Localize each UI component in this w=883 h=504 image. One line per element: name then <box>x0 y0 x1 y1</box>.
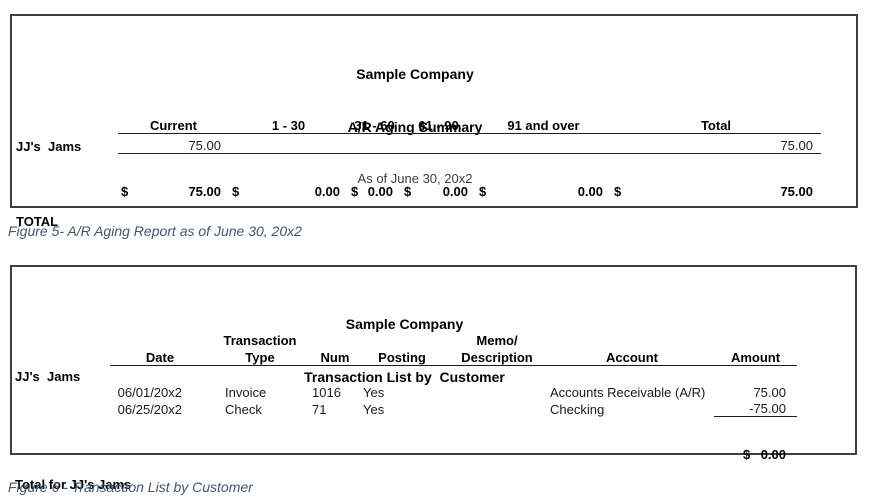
col-header-61-90: 61 - 90 <box>401 113 476 134</box>
transaction-list-panel: Sample Company Transaction List by Custo… <box>10 265 857 492</box>
transaction-header-row: Date Type Num Posting Description Accoun… <box>12 348 797 366</box>
figure5-caption: Figure 5- A/R Aging Report as of June 30… <box>8 223 302 239</box>
cell-posting: Yes <box>363 401 385 417</box>
total-total-cell: $75.00 <box>611 154 821 230</box>
cell-account: Accounts Receivable (A/R) <box>550 385 706 400</box>
customer-total-label: Total for JJ's Jams <box>15 477 132 492</box>
dollar-sign: $ <box>743 447 751 462</box>
dollar-sign: $ <box>404 184 412 199</box>
total-current-value: 75.00 <box>188 184 221 199</box>
transaction-row: 06/25/20x2 Check 71 Yes Checking -75.00 <box>12 400 797 417</box>
dollar-sign: $ <box>614 184 622 199</box>
col-header-amount: Amount <box>714 348 797 366</box>
total-31-60-value: 0.00 <box>367 184 393 199</box>
col-group-memo: Memo/ <box>476 333 518 348</box>
cell-memo <box>444 384 550 400</box>
cell-memo <box>444 400 550 417</box>
dollar-sign: $ <box>232 184 240 199</box>
col-header-type: Type <box>210 348 310 366</box>
total-91-over-cell: $0.00 <box>476 154 611 230</box>
cell-1-30-amount <box>229 133 348 154</box>
report2-header: Sample Company Transaction List by Custo… <box>12 280 855 421</box>
report1-company-name: Sample Company <box>356 66 474 82</box>
figure6-caption: Figure 6 - Transaction List by Customer <box>8 479 253 495</box>
total-total-value: 75.00 <box>780 184 813 199</box>
cell-account: Checking <box>550 401 605 417</box>
report2-title: Transaction List by Customer <box>304 368 505 385</box>
corner-cell <box>12 348 110 366</box>
transaction-group-header-row: Transaction Memo/ <box>12 332 797 348</box>
cell-31-60-amount <box>348 133 401 154</box>
col-header-date: Date <box>110 348 210 366</box>
cell-date: 06/01/20x2 <box>117 385 182 400</box>
total-61-90-cell: $0.00 <box>401 154 476 230</box>
customer-total-value: 0.00 <box>760 447 786 462</box>
report1-date-line: As of June 30, 20x2 <box>357 171 473 186</box>
transaction-row: 06/01/20x2 Invoice 1016 Yes Accounts Rec… <box>12 384 797 400</box>
dollar-sign: $ <box>121 184 129 199</box>
ar-aging-customer-row: JJ's Jams 75.00 75.00 <box>13 133 821 154</box>
col-header-posting: Posting <box>360 348 444 366</box>
customer-total-row: Total for JJ's Jams $0.00 <box>12 417 797 493</box>
dollar-sign: $ <box>351 184 359 199</box>
cell-num: 1016 <box>312 385 341 400</box>
cell-date: 06/25/20x2 <box>117 401 182 417</box>
cell-amount: 75.00 <box>753 385 786 400</box>
cell-current-amount: 75.00 <box>118 133 229 154</box>
total-1-30-value: 0.00 <box>314 184 340 199</box>
cell-num: 71 <box>312 401 327 417</box>
transaction-list-table: Transaction Memo/ Date Type Num Posting … <box>12 332 797 492</box>
cell-total-amount: 75.00 <box>611 133 821 154</box>
corner-cell <box>13 113 118 134</box>
col-header-91-over: 91 and over <box>476 113 611 134</box>
ar-aging-total-row: TOTAL $75.00 $0.00 $0.00 $0.00 $0.00 $75… <box>13 154 821 230</box>
col-header-1-30: 1 - 30 <box>229 113 348 134</box>
cell-posting: Yes <box>363 385 385 400</box>
total-61-90-value: 0.00 <box>442 184 468 199</box>
cell-amount: -75.00 <box>714 400 797 417</box>
ar-aging-table: Current 1 - 30 31 - 60 61 - 90 91 and ov… <box>13 113 821 229</box>
total-91-over-value: 0.00 <box>577 184 603 199</box>
col-header-total: Total <box>611 113 821 134</box>
ar-aging-header-row: Current 1 - 30 31 - 60 61 - 90 91 and ov… <box>13 113 821 134</box>
report2-company-name: Sample Company <box>345 316 464 332</box>
total-row-label: TOTAL <box>16 214 59 229</box>
dollar-sign: $ <box>479 184 487 199</box>
total-1-30-cell: $0.00 <box>229 154 348 230</box>
cell-91-over-amount <box>476 133 611 154</box>
col-header-31-60: 31 - 60 <box>348 113 401 134</box>
col-header-account: Account <box>550 348 714 366</box>
col-header-description: Description <box>444 348 550 366</box>
cell-type: Check <box>225 401 262 417</box>
customer-group-row: JJ's Jams <box>12 366 797 385</box>
customer-group-label: JJ's Jams <box>15 369 81 384</box>
customer-total-cell: $0.00 <box>714 417 797 493</box>
cell-61-90-amount <box>401 133 476 154</box>
total-current-cell: $75.00 <box>118 154 229 230</box>
col-header-current: Current <box>118 113 229 134</box>
col-group-transaction: Transaction <box>223 333 297 348</box>
ar-aging-report-panel: Sample Company A/R Aging Summary As of J… <box>10 14 858 229</box>
col-header-num: Num <box>310 348 360 366</box>
cell-type: Invoice <box>225 385 267 400</box>
customer-name-label: JJ's Jams <box>16 138 82 154</box>
total-31-60-cell: $0.00 <box>348 154 401 230</box>
